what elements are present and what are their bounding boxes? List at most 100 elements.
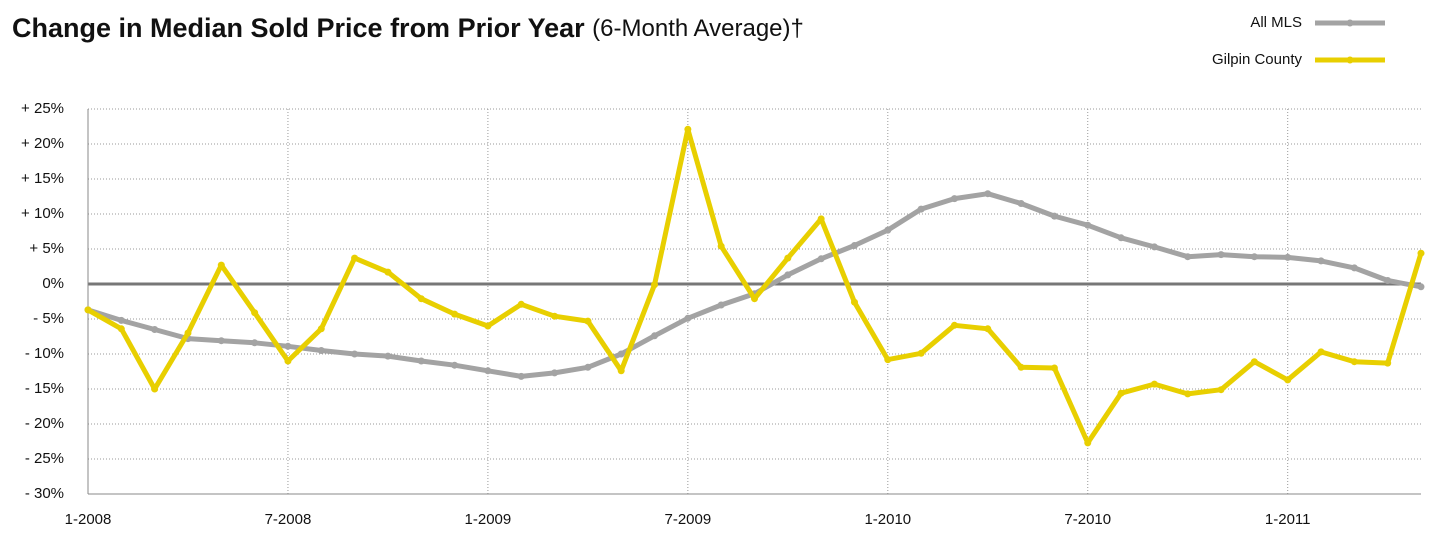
data-point	[1117, 389, 1125, 397]
data-point	[1084, 439, 1092, 447]
data-point	[117, 316, 125, 324]
data-point	[417, 357, 425, 365]
y-tick-label: + 20%	[21, 135, 64, 152]
data-point	[517, 372, 525, 380]
data-point	[1184, 253, 1192, 261]
y-tick-label: 0%	[42, 275, 64, 292]
data-point	[1050, 212, 1058, 220]
data-point	[1184, 390, 1192, 398]
data-point	[451, 310, 459, 318]
data-point	[417, 295, 425, 303]
data-point	[1417, 283, 1425, 291]
data-point	[1250, 358, 1258, 366]
data-point	[717, 301, 725, 309]
data-point	[617, 350, 625, 358]
data-point	[1317, 348, 1325, 356]
data-point	[651, 281, 659, 289]
data-point	[984, 325, 992, 333]
data-point	[251, 309, 259, 317]
data-point	[484, 322, 492, 330]
data-point	[651, 332, 659, 340]
y-tick-label: - 5%	[33, 310, 64, 327]
data-point	[317, 325, 325, 333]
y-tick-label: + 10%	[21, 205, 64, 222]
y-tick-label: + 5%	[29, 240, 64, 257]
data-point	[684, 314, 692, 322]
data-point	[584, 363, 592, 371]
data-point	[1050, 364, 1058, 372]
data-point	[717, 242, 725, 250]
data-point	[884, 226, 892, 234]
data-point	[151, 326, 159, 333]
data-point	[917, 205, 925, 213]
y-tick-label: - 25%	[25, 450, 64, 467]
x-tick-label: 1-2009	[465, 511, 512, 528]
title: Change in Median Sold Price from Prior Y…	[12, 13, 585, 43]
y-tick-label: + 15%	[21, 170, 64, 187]
legend-label: Gilpin County	[1212, 51, 1303, 68]
data-point	[1350, 264, 1358, 272]
data-point	[484, 367, 492, 375]
data-point	[251, 339, 259, 347]
data-point	[817, 255, 825, 263]
y-tick-label: + 25%	[21, 100, 64, 117]
data-point	[1217, 386, 1225, 394]
data-point	[984, 190, 992, 198]
data-point	[1384, 277, 1392, 284]
legend-dot	[1346, 56, 1354, 64]
y-tick-label: - 15%	[25, 380, 64, 397]
data-point	[751, 295, 758, 303]
data-point	[84, 306, 92, 314]
data-point	[1117, 234, 1125, 242]
subtitle: (6-Month Average)†	[592, 15, 804, 42]
data-point	[950, 321, 958, 329]
data-point	[284, 342, 292, 350]
data-point	[1017, 200, 1025, 207]
data-point	[817, 215, 825, 223]
data-point	[184, 329, 192, 337]
data-point	[784, 254, 792, 262]
data-point	[684, 125, 692, 133]
data-point	[384, 268, 392, 276]
data-point	[1150, 380, 1158, 388]
data-point	[551, 312, 559, 320]
data-point	[950, 195, 958, 203]
data-point	[1350, 358, 1358, 366]
data-point	[284, 357, 292, 365]
x-tick-label: 1-2008	[65, 511, 112, 528]
data-point	[1317, 257, 1325, 265]
data-point	[1250, 253, 1258, 261]
data-point	[1384, 359, 1392, 367]
data-point	[850, 242, 858, 249]
x-tick-label: 7-2010	[1064, 511, 1111, 528]
data-point	[884, 356, 892, 364]
y-tick-label: - 20%	[25, 415, 64, 432]
x-tick-label: 7-2008	[265, 511, 312, 528]
data-point	[917, 349, 925, 357]
x-tick-label: 7-2009	[664, 511, 711, 528]
legend-dot	[1346, 19, 1354, 27]
y-tick-label: - 30%	[25, 485, 64, 502]
legend-label: All MLS	[1250, 14, 1302, 31]
data-point	[1017, 363, 1025, 371]
data-point	[784, 271, 792, 279]
data-point	[617, 367, 625, 375]
data-point	[1150, 243, 1158, 251]
data-point	[451, 361, 459, 369]
data-point	[351, 254, 359, 262]
y-tick-label: - 10%	[25, 345, 64, 362]
data-point	[1217, 251, 1225, 259]
chart-title: Change in Median Sold Price from Prior Y…	[12, 13, 804, 43]
data-point	[217, 261, 225, 269]
data-point	[151, 385, 159, 393]
data-point	[584, 317, 592, 325]
data-point	[317, 347, 325, 354]
data-point	[850, 298, 858, 306]
x-tick-label: 1-2010	[864, 511, 911, 528]
x-tick-label: 1-2011	[1265, 511, 1311, 528]
data-point	[551, 369, 559, 377]
data-point	[1084, 221, 1092, 229]
data-point	[217, 337, 225, 345]
data-point	[517, 300, 525, 308]
